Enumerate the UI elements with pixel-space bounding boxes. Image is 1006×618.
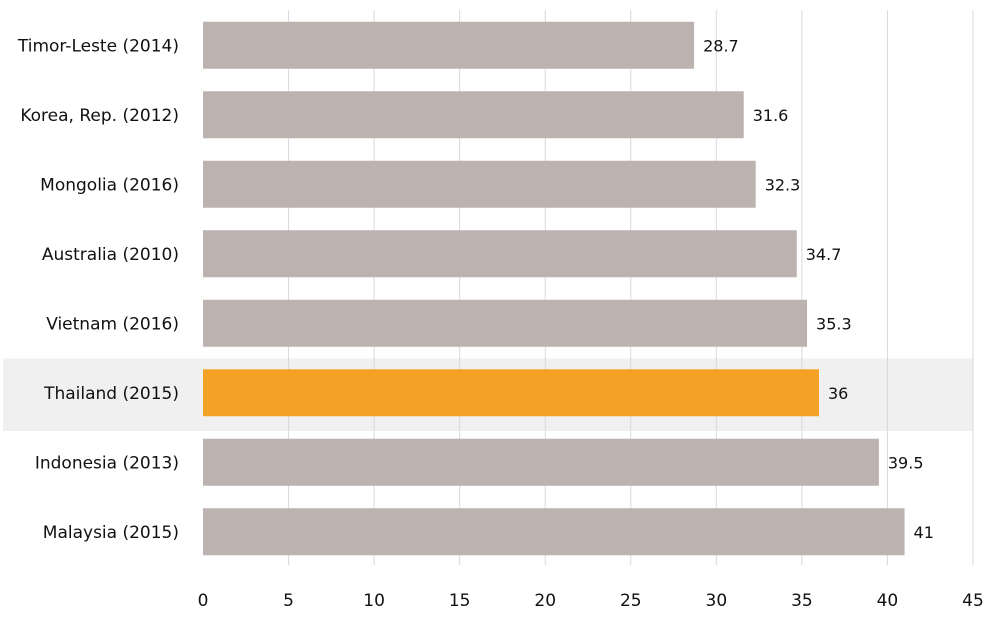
value-label: 28.7 <box>703 36 739 55</box>
x-tick-label: 25 <box>620 591 642 611</box>
x-tick-label: 15 <box>449 591 471 611</box>
value-label: 36 <box>828 384 848 403</box>
x-tick-label: 45 <box>962 591 984 611</box>
bar <box>203 21 695 69</box>
bar <box>203 508 905 556</box>
value-label: 34.7 <box>806 245 842 264</box>
x-tick-labels: 0 5 10 15 20 25 30 35 40 45 <box>198 591 984 611</box>
category-label: Australia (2010) <box>42 245 179 265</box>
value-label: 31.6 <box>753 106 789 125</box>
bar <box>203 299 808 347</box>
value-label: 41 <box>914 523 934 542</box>
category-label: Korea, Rep. (2012) <box>20 106 179 126</box>
category-label: Malaysia (2015) <box>43 523 179 543</box>
bar <box>203 438 879 486</box>
bar <box>203 160 756 208</box>
bar-highlight <box>203 369 819 417</box>
value-label: 39.5 <box>888 453 924 472</box>
value-labels: 28.7 31.6 32.3 34.7 35.3 36 39.5 41 <box>703 36 934 542</box>
x-tick-label: 30 <box>706 591 728 611</box>
category-label: Thailand (2015) <box>43 384 179 404</box>
x-tick-label: 40 <box>877 591 899 611</box>
value-label: 32.3 <box>765 175 801 194</box>
bars <box>203 21 905 556</box>
category-label: Timor-Leste (2014) <box>17 36 179 56</box>
x-tick-label: 5 <box>283 591 294 611</box>
x-tick-label: 20 <box>534 591 556 611</box>
category-label: Vietnam (2016) <box>46 314 179 334</box>
category-labels: Timor-Leste (2014) Korea, Rep. (2012) Mong… <box>17 36 179 543</box>
bar <box>203 230 797 278</box>
category-label: Indonesia (2013) <box>35 453 179 473</box>
category-label: Mongolia (2016) <box>40 175 179 195</box>
bar <box>203 91 744 139</box>
value-label: 35.3 <box>816 314 852 333</box>
x-tick-label: 0 <box>198 591 209 611</box>
x-tick-label: 10 <box>363 591 385 611</box>
x-tick-label: 35 <box>791 591 813 611</box>
